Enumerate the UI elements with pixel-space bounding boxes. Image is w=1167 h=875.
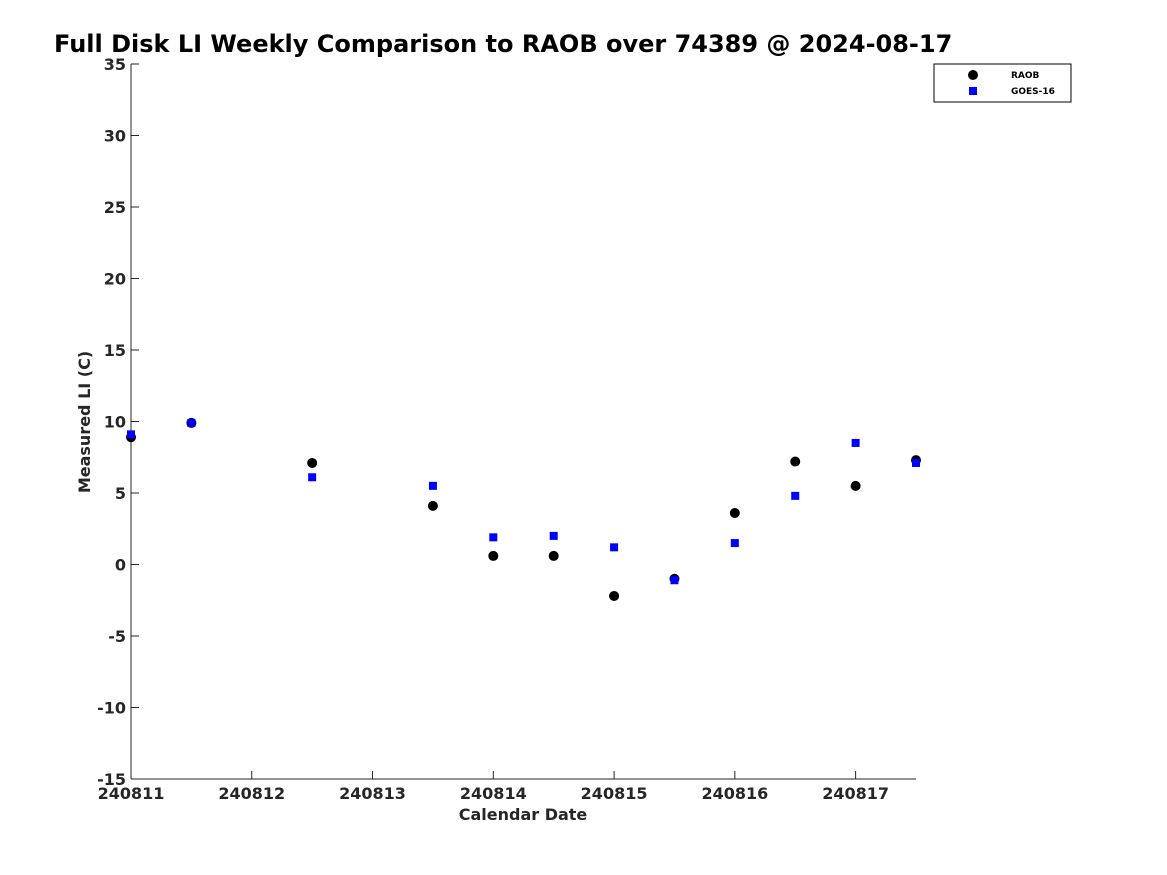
y-axis-ticks: -15 -10 -5 0 5 10 15 20 25 30 35 [97,55,139,789]
goes-16-point [912,458,920,467]
raob-point [307,457,318,468]
raob-point [427,500,438,511]
legend-marker-raob [968,70,978,80]
raob-point [729,508,740,519]
y-axis-label: Measured LI (C) [75,351,94,493]
legend-label-raob: RAOB [1011,71,1040,81]
goes-16-point [187,418,196,427]
data-points [126,417,921,601]
x-axis-ticks: 240811 240812 240813 240814 240815 240816 2408… [98,771,889,803]
y-tick-label: 0 [115,556,126,575]
goes-16-point [549,531,558,540]
goes-16-point [851,438,860,447]
x-tick-label: 240815 [581,784,648,803]
raob-point [488,550,499,561]
x-tick-label: 240811 [98,784,165,803]
x-tick-label: 240813 [339,784,406,803]
x-tick-label: 240812 [218,784,285,803]
x-tick-label: 240816 [701,784,768,803]
legend-box [933,63,1072,103]
y-tick-label: 20 [104,270,126,289]
y-tick-label: -10 [97,699,126,718]
y-tick-label: 35 [104,55,126,74]
goes-16-point [730,539,739,548]
raob-point [790,456,801,467]
goes-16-point [127,430,135,439]
x-axis-label: Calendar Date [459,805,588,824]
raob-point [609,590,620,601]
legend: RAOB GOES-16 [933,63,1072,103]
raob-point [850,480,861,491]
y-tick-label: 5 [115,484,126,503]
goes-16-point [308,473,317,482]
plot-axes [130,64,916,780]
legend-label-goes-16: GOES-16 [1011,87,1055,97]
raob-point [548,550,559,561]
goes-16-point [428,481,437,490]
y-tick-label: 15 [104,341,126,360]
legend-marker-goes-16 [969,87,977,95]
chart-title: Full Disk LI Weekly Comparison to RAOB o… [54,30,952,58]
y-tick-label: 25 [104,198,126,217]
goes-16-point [489,533,498,542]
y-tick-label: -5 [108,627,126,646]
goes-16-point [670,576,679,585]
goes-16-point [791,491,800,500]
y-tick-label: 10 [104,413,126,432]
y-tick-label: 30 [104,127,126,146]
y-tick-label: -15 [97,770,126,789]
x-tick-label: 240814 [460,784,527,803]
goes-16-point [610,543,619,552]
x-tick-label: 240817 [822,784,889,803]
